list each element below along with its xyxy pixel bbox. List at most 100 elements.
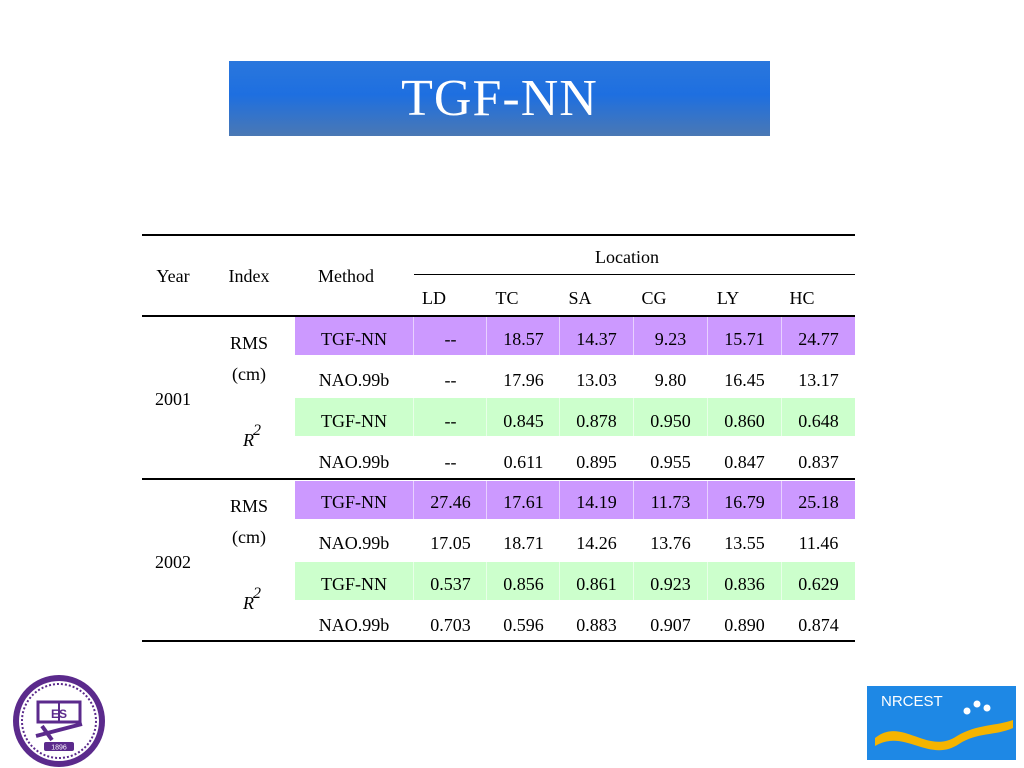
index-r2-superscript: 2 [253,585,261,602]
value-cell: 0.923 [650,574,691,594]
value-cell: 0.611 [503,452,544,472]
value-cell: 0.537 [430,574,471,594]
value-cell: -- [444,411,457,431]
row-band-purple [295,481,855,519]
method-cell: TGF-NN [321,492,387,512]
header-location-hc: HC [789,288,815,308]
index-r2-superscript: 2 [253,422,261,439]
band-column-separator [707,481,708,519]
header-location-tc: TC [495,288,519,308]
header-location-ld: LD [422,288,446,308]
band-column-separator [486,481,487,519]
value-cell: 0.648 [798,411,839,431]
index-rms-unit: (cm) [232,364,266,384]
band-column-separator [781,398,782,436]
value-cell: 0.856 [503,574,544,594]
method-cell: NAO.99b [318,615,390,635]
index-rms-unit: (cm) [232,527,266,547]
header-year: Year [156,266,190,286]
value-cell: 0.950 [650,411,691,431]
row-band-purple [295,317,855,355]
method-cell: TGF-NN [321,411,387,431]
value-cell: 9.23 [654,329,687,349]
row-band-green [295,398,855,436]
band-column-separator [781,562,782,600]
value-cell: 17.05 [430,533,471,553]
value-cell: -- [444,452,457,472]
value-cell: 11.73 [650,492,691,512]
value-cell: 16.45 [724,370,765,390]
value-cell: 9.80 [654,370,687,390]
band-column-separator [486,398,487,436]
band-column-separator [633,317,634,355]
value-cell: 17.96 [503,370,544,390]
band-column-separator [559,317,560,355]
header-index: Index [228,266,270,286]
year-cell: 2001 [155,389,191,409]
value-cell: -- [444,370,457,390]
value-cell: 0.874 [798,615,839,635]
index-r2-label: R [243,430,254,450]
value-cell: 14.26 [576,533,617,553]
value-cell: 0.845 [503,411,544,431]
value-cell: 18.57 [503,329,544,349]
header-location: Location [595,247,659,267]
header-method: Method [318,266,374,286]
band-column-separator [633,562,634,600]
value-cell: 24.77 [798,329,839,349]
value-cell: 14.19 [576,492,617,512]
value-cell: 13.17 [798,370,839,390]
value-cell: 0.890 [724,615,765,635]
value-cell: 18.71 [503,533,544,553]
value-cell: 0.878 [576,411,617,431]
header-location-sa: SA [568,288,592,308]
value-cell: 0.955 [650,452,691,472]
group-divider-rule [142,478,855,480]
row-band-green [295,562,855,600]
year-cell: 2002 [155,552,191,572]
band-column-separator [707,398,708,436]
title-banner: TGF-NN [229,61,770,136]
band-column-separator [559,398,560,436]
method-cell: TGF-NN [321,574,387,594]
value-cell: 11.46 [798,533,839,553]
value-cell: 0.836 [724,574,765,594]
method-cell: NAO.99b [318,533,390,553]
nrcest-logo-text: NRCEST [881,693,943,710]
band-column-separator [413,398,414,436]
band-column-separator [781,481,782,519]
method-cell: NAO.99b [318,452,390,472]
value-cell: 0.629 [798,574,839,594]
header-location-ly: LY [716,288,740,308]
nrcest-logo: NRCEST [867,686,1016,760]
page-title: TGF-NN [401,70,598,127]
value-cell: 0.895 [576,452,617,472]
header-bottom-rule [142,315,855,317]
value-cell: 17.61 [503,492,544,512]
value-cell: 13.55 [724,533,765,553]
seal-year-text: 1896 [51,745,67,752]
band-column-separator [413,481,414,519]
value-cell: 0.596 [503,615,544,635]
value-cell: -- [444,329,457,349]
value-cell: 0.860 [724,411,765,431]
top-rule [142,234,855,236]
value-cell: 25.18 [798,492,839,512]
method-cell: TGF-NN [321,329,387,349]
value-cell: 0.907 [650,615,691,635]
value-cell: 13.76 [650,533,691,553]
value-cell: 27.46 [430,492,471,512]
band-column-separator [559,562,560,600]
university-seal-logo: 1896 ES [13,675,105,767]
value-cell: 13.03 [576,370,617,390]
value-cell: 0.861 [576,574,617,594]
band-column-separator [633,398,634,436]
location-underline [414,274,855,275]
band-column-separator [486,317,487,355]
seal-letters-text: ES [51,707,67,721]
band-column-separator [413,317,414,355]
index-rms-label: RMS [229,333,269,353]
bottom-rule [142,640,855,642]
band-column-separator [486,562,487,600]
value-cell: 15.71 [724,329,765,349]
